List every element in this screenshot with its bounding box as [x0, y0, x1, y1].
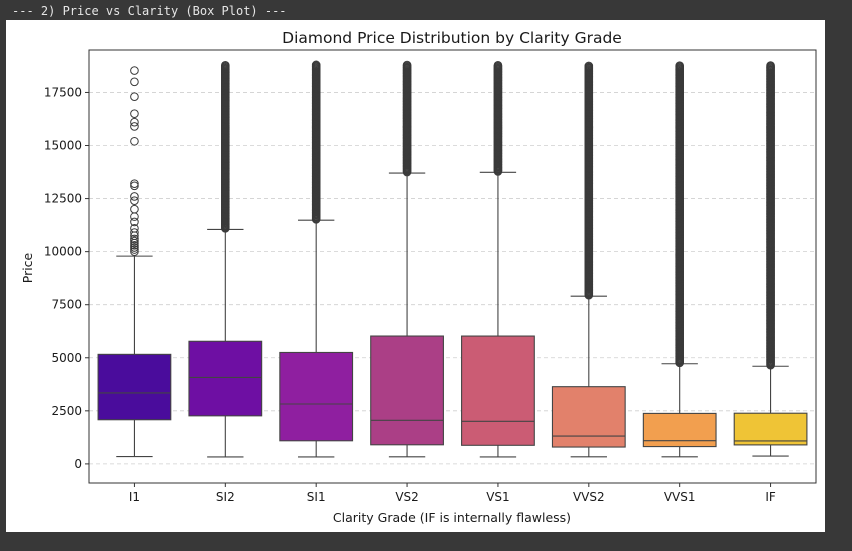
y-axis-label: Price	[20, 252, 35, 283]
outlier-point	[130, 212, 139, 221]
box-group-si2	[188, 60, 263, 458]
outlier-point	[130, 204, 139, 214]
outlier-point	[130, 117, 139, 127]
outlier-point	[130, 217, 139, 227]
x-tick-label: VS2	[395, 490, 418, 504]
y-tick-label: 15000	[44, 139, 82, 153]
outlier-point	[221, 60, 230, 70]
y-tick-label: 5000	[51, 351, 82, 365]
box-iqr	[370, 335, 444, 446]
outlier-point	[130, 66, 139, 75]
box-group-vs1	[461, 60, 535, 458]
outlier-point	[675, 61, 684, 71]
outlier-point	[130, 245, 139, 254]
outlier-point	[311, 60, 321, 70]
x-tick-label: VVS2	[573, 490, 605, 504]
outlier-point	[130, 247, 139, 256]
outlier-point	[402, 60, 412, 70]
outlier-point	[130, 236, 139, 246]
box-iqr	[97, 353, 172, 421]
box-group-vvs2	[551, 61, 626, 458]
outlier-point	[130, 109, 139, 118]
console-header: --- 2) Price vs Clarity (Box Plot) ---	[12, 4, 287, 18]
outlier-point	[584, 61, 594, 71]
x-tick-label: VS1	[486, 490, 509, 504]
outlier-point	[130, 196, 139, 206]
y-tick-label: 17500	[44, 85, 82, 99]
outlier-point	[130, 122, 139, 131]
outlier-point	[130, 179, 139, 189]
box-iqr	[188, 340, 263, 417]
chart-title: Diamond Price Distribution by Clarity Gr…	[282, 29, 622, 47]
outlier-point	[130, 228, 139, 237]
box-iqr	[279, 351, 354, 442]
x-tick-label: VVS1	[664, 490, 696, 504]
x-axis: I1 SI2 SI1 VS2 VS1 VVS2 VVS1 IF	[129, 483, 776, 504]
plot-frame	[88, 49, 817, 484]
boxes-layer	[97, 60, 808, 458]
box-group-vs2	[370, 60, 444, 458]
x-tick-label: IF	[765, 490, 776, 504]
box-iqr	[733, 412, 808, 446]
outlier-point	[130, 192, 139, 201]
x-tick-label: I1	[129, 490, 140, 504]
y-axis: 0 2500 5000 7500 10000 12500 15000 17500	[44, 85, 89, 471]
y-tick-label: 12500	[44, 192, 82, 206]
x-tick-label: SI1	[307, 490, 326, 504]
outlier-point	[130, 240, 139, 250]
x-tick-label: SI2	[216, 490, 235, 504]
outlier-point	[130, 181, 139, 191]
y-tick-label: 7500	[51, 298, 82, 312]
box-group-i1	[97, 66, 172, 458]
box-iqr	[461, 335, 535, 446]
x-axis-label: Clarity Grade (IF is internally flawless…	[333, 510, 571, 525]
box-group-if	[733, 61, 808, 457]
box-group-si1	[279, 60, 354, 458]
box-plot-chart: 0 2500 5000 7500 10000 12500 15000 17500 I1 SI2 S…	[20, 29, 817, 525]
outlier-point	[130, 77, 139, 87]
outlier-point	[130, 136, 139, 146]
y-tick-label: 0	[74, 457, 82, 471]
outlier-point	[130, 92, 139, 101]
outlier-point	[130, 243, 139, 252]
outlier-point	[493, 60, 503, 70]
box-iqr	[642, 412, 717, 448]
box-group-vvs1	[642, 61, 717, 458]
figure: 0 2500 5000 7500 10000 12500 15000 17500 I1 SI2 S…	[6, 20, 825, 532]
y-tick-label: 10000	[44, 245, 82, 259]
y-tick-label: 2500	[51, 404, 82, 418]
outlier-point	[130, 234, 139, 244]
box-iqr	[551, 386, 626, 448]
outlier-point	[766, 61, 775, 70]
outlier-point	[130, 223, 139, 233]
